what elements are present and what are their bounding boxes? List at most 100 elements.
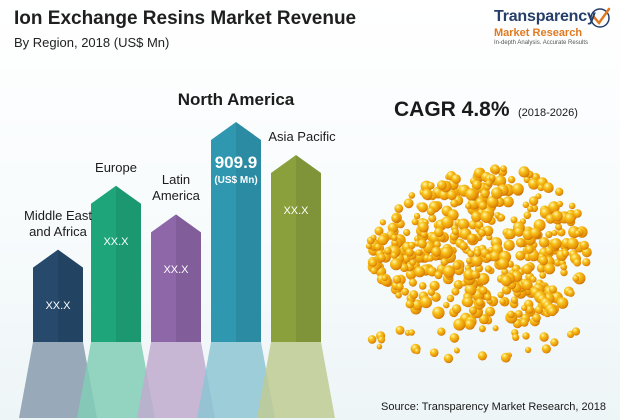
resin-bead: [395, 325, 405, 335]
resin-bead: [367, 335, 377, 344]
value-label-asia-pacific: XX.X: [283, 205, 309, 217]
resin-bead: [392, 275, 402, 284]
resin-bead: [390, 258, 402, 271]
chart-subtitle: By Region, 2018 (US$ Mn): [14, 35, 170, 50]
bar-shade-asia-pacific: [296, 155, 321, 342]
resin-bead: [475, 220, 484, 229]
resin-bead: [485, 306, 496, 317]
brand-logo: Transparency Market Research In-depth An…: [494, 8, 612, 68]
resin-bead: [522, 264, 533, 275]
resin-bead: [451, 287, 460, 296]
resin-bead: [484, 293, 492, 301]
resin-bead: [478, 228, 486, 237]
resin-bead: [484, 265, 492, 273]
resin-bead: [571, 327, 581, 336]
resin-bead: [467, 250, 475, 258]
resin-bead: [564, 212, 576, 224]
resin-bead: [572, 275, 580, 282]
resin-bead: [534, 305, 544, 314]
value-label-north-america: 909.9 (US$ Mn): [206, 154, 266, 190]
resin-bead: [365, 243, 372, 250]
resin-bead: [525, 305, 534, 314]
resin-bead: [500, 275, 512, 287]
resin-bead: [379, 219, 386, 226]
resin-bead: [477, 272, 490, 285]
resin-bead: [512, 183, 524, 195]
resin-bead: [518, 166, 530, 178]
logo-checkmark-icon: [590, 7, 611, 28]
resin-bead: [515, 237, 526, 248]
resin-bead: [408, 278, 417, 287]
resin-bead: [574, 230, 581, 237]
resin-bead: [491, 165, 500, 174]
bar-asia-pacific: [271, 155, 321, 342]
resin-bead: [555, 187, 564, 196]
resin-bead: [566, 237, 579, 250]
resin-bead: [520, 318, 529, 327]
resin-bead: [537, 184, 545, 192]
resin-bead: [431, 246, 442, 257]
category-label-asia-pacific: Asia Pacific: [268, 129, 336, 144]
resin-bead: [381, 275, 388, 282]
resin-bead: [427, 288, 435, 296]
resin-bead: [538, 255, 548, 266]
resin-bead: [453, 280, 464, 290]
logo-line-2: Market Research: [494, 27, 583, 39]
value-label-middle-east-africa: XX.X: [45, 299, 71, 312]
bar-shade-latin-america: [176, 214, 201, 342]
resin-bead: [462, 296, 474, 308]
bar-series: [33, 122, 321, 342]
resin-bead: [439, 189, 450, 201]
resin-bead: [494, 175, 507, 187]
resin-bead: [408, 241, 416, 250]
resin-bead: [538, 237, 550, 248]
resin-bead: [550, 238, 562, 250]
resin-bead: [467, 233, 477, 243]
bar-north-america: [211, 122, 261, 342]
resin-bead: [450, 199, 459, 208]
bar-shade-middle-east-africa: [58, 249, 83, 342]
cagr-period: (2018-2026): [517, 107, 578, 119]
resin-bead: [507, 175, 516, 184]
resin-bead: [522, 201, 530, 209]
resin-bead: [553, 258, 562, 267]
resin-bead: [405, 269, 417, 280]
resin-bead: [573, 258, 582, 267]
resin-bead: [527, 205, 534, 212]
resin-beads-image: [365, 164, 592, 364]
cagr-callout: CAGR 4.8% (2018-2026): [394, 98, 578, 122]
resin-bead: [480, 211, 493, 223]
category-label-latin-america: Latin America: [152, 172, 200, 204]
resin-bead: [463, 268, 475, 281]
resin-bead: [486, 195, 499, 208]
resin-bead: [555, 223, 563, 231]
resin-bead: [474, 249, 481, 257]
resin-bead: [465, 203, 472, 210]
resin-bead: [512, 333, 520, 341]
value-label-europe: XX.X: [103, 235, 129, 248]
resin-bead: [530, 276, 537, 283]
resin-bead: [443, 301, 450, 309]
resin-bead: [451, 174, 461, 184]
resin-bead: [528, 196, 539, 206]
resin-bead: [479, 286, 488, 295]
resin-bead: [528, 178, 540, 190]
resin-bead: [441, 216, 454, 229]
resin-bead: [370, 234, 377, 241]
resin-bead: [579, 240, 589, 250]
resin-bead: [374, 226, 384, 236]
resin-bead: [490, 250, 501, 262]
resin-bead: [478, 201, 487, 210]
value-unit-label: (US$ Mn): [214, 175, 258, 186]
category-label-north-america: North America: [177, 90, 295, 109]
resin-bead: [374, 243, 382, 251]
resin-bead: [417, 221, 429, 233]
resin-bead: [522, 332, 530, 340]
resin-bead: [515, 250, 526, 261]
resin-bead: [567, 289, 575, 297]
resin-bead: [427, 255, 434, 262]
resin-bead: [417, 239, 427, 249]
resin-bead: [491, 187, 503, 199]
resin-bead: [394, 204, 404, 213]
resin-bead: [503, 239, 515, 251]
